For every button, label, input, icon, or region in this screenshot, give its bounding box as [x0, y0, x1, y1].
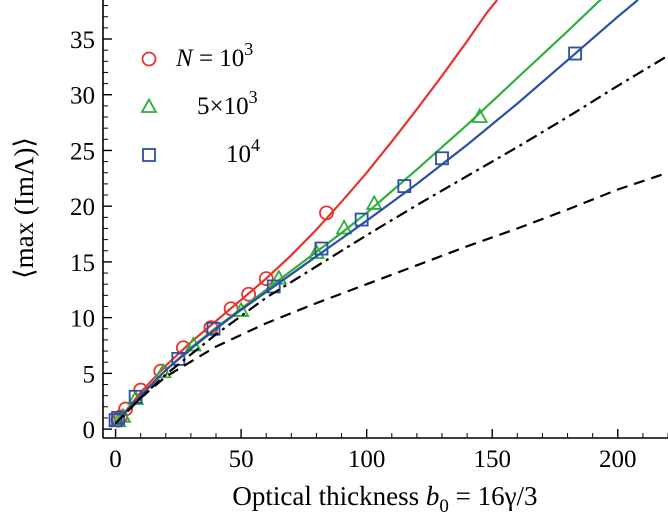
x-tick-label: 50 [229, 446, 254, 473]
y-axis-title: ⟨max (ImΛ)⟩ [9, 137, 39, 279]
legend-marker-1 [140, 97, 158, 113]
x-axis-title: Optical thickness b0 = 16γ/3 [232, 481, 537, 517]
data-point-2 [314, 241, 329, 256]
legend-label-base: 10 [226, 141, 251, 168]
x-tick-label: 0 [109, 446, 122, 473]
data-point-1 [471, 107, 489, 123]
y-tick-label: 30 [70, 83, 95, 110]
legend-label-var: N [175, 45, 194, 72]
data-point-2 [354, 212, 369, 227]
data-point-1 [232, 301, 250, 317]
legend-label-base: 5×10 [197, 93, 249, 120]
y-tick-label: 35 [70, 27, 95, 54]
x-axis-title-rest: = 16γ/3 [449, 481, 538, 511]
data-point-1 [114, 407, 132, 423]
legend-label-1: 5×103 [197, 87, 258, 120]
y-tick-label: 10 [70, 306, 95, 333]
data-point-2 [206, 321, 221, 336]
data-point-2 [397, 179, 412, 194]
y-tick-label: 25 [70, 138, 95, 165]
data-point-2 [435, 151, 449, 166]
x-axis-title-sub: 0 [439, 496, 449, 517]
data-point-2 [568, 46, 582, 61]
legend-marker-0 [141, 51, 157, 67]
x-tick-label: 100 [348, 446, 386, 473]
legend-label-0: N = 103 [175, 39, 253, 72]
data-point-2 [111, 411, 125, 425]
data-point-0 [258, 271, 274, 287]
series-line-0 [114, 0, 499, 425]
y-tick-label: 15 [70, 250, 95, 277]
data-point-1 [335, 219, 353, 235]
y-tick-label: 0 [83, 417, 96, 444]
data-point-0 [319, 205, 334, 221]
axes-layer: 0 50 100 150 200 0 5 10 15 20 25 30 35 [70, 0, 668, 473]
data-point-1 [307, 243, 325, 259]
x-axis-title-main: Optical thickness [232, 481, 425, 511]
data-point-1 [154, 362, 172, 379]
data-point-1 [365, 194, 383, 210]
y-tick-label: 5 [83, 361, 96, 388]
legend-marker-2 [142, 148, 156, 162]
legend-label-2: 104 [226, 135, 260, 168]
data-point-0 [241, 286, 257, 302]
x-axis-title-var: b [426, 481, 440, 511]
data-point-2 [108, 413, 123, 428]
series-line-4 [114, 171, 668, 425]
legend-label-exponent: 3 [244, 39, 253, 59]
legend-label-base: = 10 [193, 45, 245, 72]
legend-label-exponent: 4 [251, 135, 260, 155]
series-line-2 [114, 0, 639, 425]
legend-label-exponent: 3 [249, 87, 258, 107]
y-tick-label: 20 [70, 194, 95, 221]
series-layer [108, 0, 668, 428]
x-tick-label: 150 [473, 446, 511, 473]
x-tick-label: 200 [599, 446, 637, 473]
